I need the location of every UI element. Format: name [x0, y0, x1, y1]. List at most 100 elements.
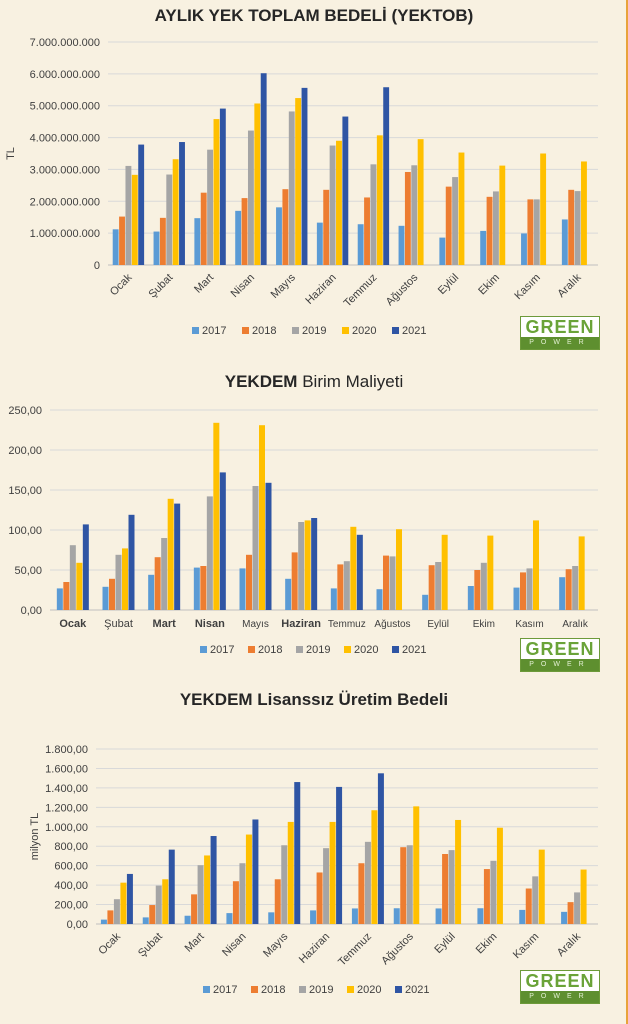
bar-2019-Kasım: [532, 876, 539, 924]
x-tick-label: Temmuz: [336, 931, 374, 969]
x-tick-label: Nisan: [220, 931, 248, 959]
bar-2018-Ağustos: [383, 555, 389, 610]
chart-yektob-plot: 0 1.000.000.000 2.000.000.000 3.000.000.000…: [5, 37, 598, 337]
bar-2020-Eylül: [455, 819, 462, 924]
legend-swatch-2018: [251, 986, 258, 993]
bar-2018-Nisan: [200, 566, 207, 610]
bar-2021-Nisan: [252, 819, 259, 924]
y-tick-label: 0,00: [67, 919, 88, 931]
y-tick-label: 1.400,00: [45, 783, 88, 795]
legend-label: 2019: [302, 325, 326, 337]
bar-2018-Ağustos: [404, 171, 411, 265]
chart-lisanssiz-uretim: YEKDEM Lisanssız Üretim Bedeli 0,00 200,0…: [0, 680, 628, 1024]
bar-2020-Ekim: [499, 165, 506, 265]
bar-2018-Mart: [200, 192, 207, 265]
bar-2020-Aralık: [581, 161, 587, 265]
bar-2021-Ocak: [138, 144, 145, 265]
bar-2019-Mayıs: [252, 486, 259, 610]
chart-lisanssiz-uretim-plot: 0,00 200,00 400,00 600,00 800,00 1.000,00 1.20…: [29, 744, 598, 996]
bar-2018-Haziran: [316, 872, 323, 924]
legend-swatch-2017: [203, 986, 210, 993]
green-power-logo: GREEN POWER: [520, 638, 600, 672]
x-tick-label: Mart: [183, 931, 207, 955]
bar-2020-Ocak: [120, 882, 127, 924]
bar-2018-Eylül: [442, 854, 449, 924]
bar-2018-Kasım: [520, 572, 526, 610]
bar-2018-Temmuz: [358, 863, 365, 924]
bar-2020-Ekim: [496, 827, 503, 924]
bar-2017-Temmuz: [351, 908, 358, 924]
bar-2021-Mart: [219, 108, 226, 266]
bar-2021-Temmuz: [356, 534, 363, 610]
bar-2020-Şubat: [122, 548, 128, 610]
bar-2019-Eylül: [448, 850, 455, 924]
x-tick-label: Kasım: [515, 619, 543, 630]
bar-2019-Ağustos: [389, 556, 396, 610]
bar-2020-Eylül: [458, 152, 465, 265]
bar-2020-Mayıs: [287, 821, 294, 924]
bar-2018-Ocak: [107, 910, 114, 924]
bar-2020-Mayıs: [295, 98, 302, 265]
bar-2020-Ocak: [76, 562, 83, 610]
bar-2021-Haziran: [311, 518, 318, 610]
bar-2017-Haziran: [310, 910, 317, 924]
bar-2018-Mart: [154, 557, 161, 610]
y-tick-label: 100,00: [8, 525, 42, 537]
bar-2019-Ocak: [113, 899, 120, 924]
bar-2019-Temmuz: [364, 841, 371, 924]
bar-2021-Şubat: [179, 142, 185, 265]
bar-2018-Aralık: [568, 189, 575, 265]
bar-2021-Mart: [174, 503, 181, 610]
bar-2017-Eylül: [422, 594, 429, 610]
bar-2019-Mayıs: [281, 845, 288, 924]
chart-birim-maliyeti-plot: 0,00 50,00 100,00 150,00 200,00 250,00 Ocak Şub…: [8, 405, 598, 656]
bar-2018-Ocak: [119, 216, 125, 265]
bar-2020-Aralık: [578, 536, 585, 610]
bar-2020-Temmuz: [376, 135, 383, 265]
bar-2017-Ekim: [480, 230, 487, 265]
legend-swatch-2021: [392, 646, 399, 653]
bar-2019-Mayıs: [288, 111, 295, 265]
legend-label: 2020: [352, 325, 376, 337]
legend-label: 2021: [405, 984, 429, 996]
legend-swatch-2017: [192, 327, 199, 334]
bar-2020-Mayıs: [259, 425, 265, 610]
bar-2018-Şubat: [109, 578, 115, 610]
chart-yektob: AYLIK YEK TOPLAM BEDELİ (YEKTOB) 0 1.000.…: [0, 0, 628, 360]
bar-2020-Kasım: [533, 520, 539, 610]
bar-2019-Temmuz: [343, 561, 350, 610]
legend-label: 2017: [213, 984, 237, 996]
bar-2017-Ocak: [100, 919, 107, 924]
bar-2021-Mayıs: [265, 482, 272, 610]
bar-2020-Eylül: [441, 534, 448, 610]
bar-2019-Nisan: [239, 863, 246, 924]
x-tick-label: Ocak: [96, 930, 123, 957]
chart-title: YEKDEM Birim Maliyeti: [0, 372, 628, 392]
bar-2021-Ocak: [126, 873, 133, 924]
bar-2018-Eylül: [445, 186, 452, 265]
bar-2017-Şubat: [142, 917, 149, 924]
bar-2018-Ekim: [483, 869, 490, 924]
legend-label: 2019: [306, 644, 330, 656]
bar-2020-Nisan: [254, 103, 261, 265]
x-tick-label: Haziran: [303, 272, 338, 307]
bar-2021-Nisan: [219, 472, 226, 610]
bar-2017-Ocak: [56, 588, 63, 610]
x-tick-label: Ocak: [59, 618, 87, 630]
page-edge-accent: [626, 0, 628, 1024]
bar-2018-Aralık: [567, 902, 574, 924]
x-tick-label: Eylül: [427, 619, 449, 630]
y-tick-label: 200,00: [54, 900, 88, 912]
bar-2017-Ağustos: [376, 589, 383, 610]
bar-2018-Ocak: [63, 582, 70, 610]
y-tick-label: 1.000,00: [45, 822, 88, 834]
bar-2020-Şubat: [172, 159, 179, 265]
x-tick-label: Haziran: [281, 618, 321, 630]
legend-swatch-2017: [200, 646, 207, 653]
y-axis-label: TL: [5, 147, 17, 160]
bar-2021-Nisan: [260, 73, 267, 265]
bar-2017-Ocak: [112, 229, 119, 265]
y-tick-label: 400,00: [54, 880, 88, 892]
x-tick-label: Ekim: [473, 619, 495, 630]
y-tick-label: 4.000.000.000: [30, 133, 100, 145]
